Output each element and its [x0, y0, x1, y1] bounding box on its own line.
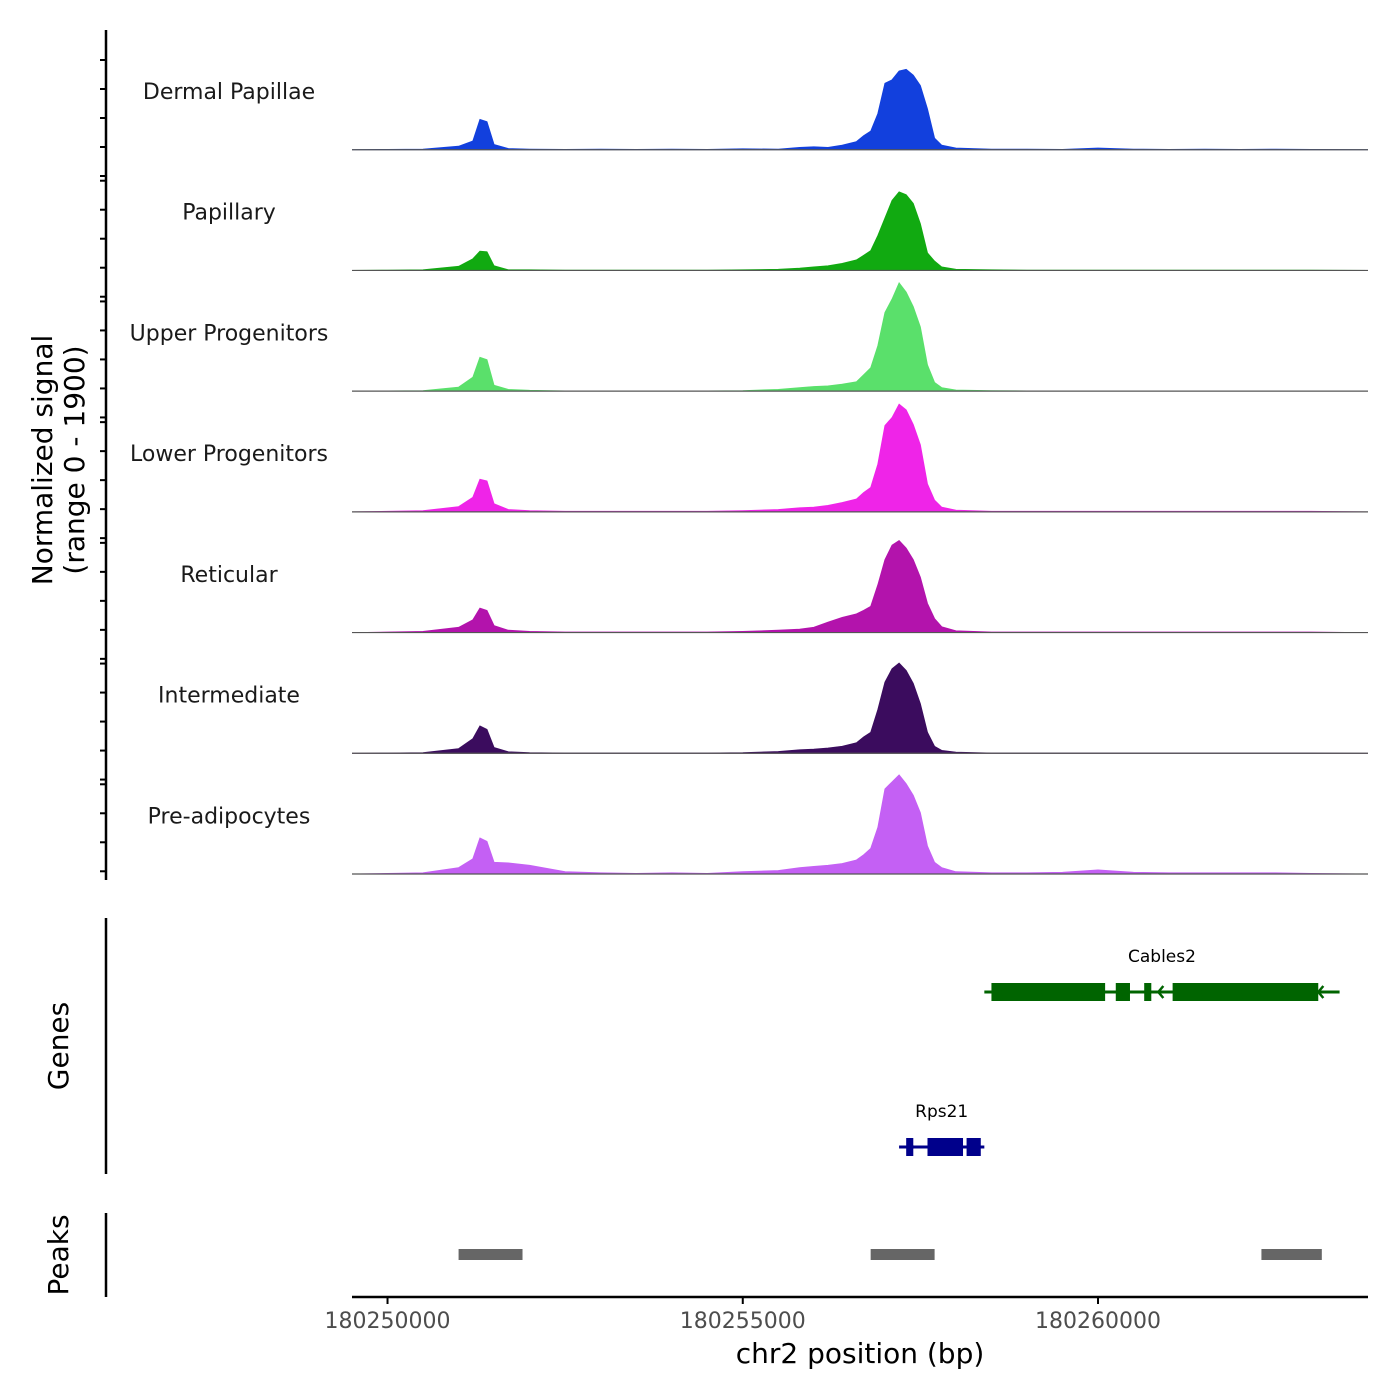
strand-arrow-icon	[1156, 985, 1165, 999]
strand-arrow-icon	[907, 1140, 915, 1154]
coverage-area	[351, 282, 1369, 392]
peak-regions	[458, 1249, 1322, 1260]
genes-ylabel: Genes	[42, 1002, 75, 1090]
x-tick-label: 180250000	[325, 1309, 451, 1334]
peak-bar	[458, 1249, 523, 1260]
strand-arrow-icon	[1076, 985, 1085, 999]
gene-exon	[1144, 983, 1152, 1001]
gene-exon	[1172, 983, 1319, 1001]
coverage-tracks: Dermal Papillae Papillary Upper Progenitor…	[130, 68, 1369, 875]
gene-label: Rps21	[915, 1102, 968, 1122]
strand-arrow-icon	[947, 1140, 955, 1154]
peaks-ylabel: Peaks	[42, 1214, 75, 1295]
gene-exon	[966, 1138, 981, 1156]
gene-exon	[1115, 983, 1130, 1001]
coverage-area	[351, 403, 1369, 513]
gene-exon	[991, 983, 1106, 1001]
coverage-track-label: Intermediate	[158, 684, 300, 709]
coverage-track-label: Papillary	[182, 201, 276, 226]
coverage-area	[351, 774, 1369, 875]
gene-annotations: Cables2 Rps21	[899, 947, 1340, 1156]
coverage-track: Lower Progenitors	[130, 403, 1369, 513]
coverage-area	[351, 191, 1369, 271]
strand-arrow-icon	[1116, 985, 1125, 999]
coverage-y-ticks	[100, 59, 106, 873]
coverage-track-label: Reticular	[180, 563, 278, 588]
gene: Cables2	[984, 947, 1340, 1001]
coverage-track: Intermediate	[158, 662, 1369, 754]
coverage-area	[351, 68, 1369, 151]
coverage-track-label: Dermal Papillae	[143, 80, 315, 105]
x-tick-label: 180255000	[680, 1309, 806, 1334]
gene-exon	[927, 1138, 964, 1156]
coverage-track-label: Upper Progenitors	[130, 321, 329, 346]
coverage-area	[351, 662, 1369, 754]
peak-bar	[870, 1249, 935, 1260]
coverage-track: Dermal Papillae	[143, 68, 1369, 151]
x-axis-ticks: 180250000 180255000 180260000	[325, 1297, 1161, 1334]
coverage-track: Upper Progenitors	[130, 282, 1369, 392]
gene-label: Cables2	[1128, 947, 1196, 967]
x-axis-title: chr2 position (bp)	[736, 1337, 985, 1370]
coverage-track: Reticular	[180, 539, 1369, 634]
coverage-track-label: Lower Progenitors	[130, 442, 328, 467]
coverage-track: Pre-adipocytes	[148, 774, 1369, 875]
strand-arrow-icon	[1316, 985, 1325, 999]
coverage-area	[351, 539, 1369, 633]
peak-bar	[1261, 1249, 1322, 1260]
strand-arrow-icon	[1276, 985, 1285, 999]
gene: Rps21	[899, 1102, 985, 1156]
coverage-track-label: Pre-adipocytes	[148, 804, 311, 829]
strand-arrow-icon	[1036, 985, 1045, 999]
strand-arrow-icon	[1236, 985, 1245, 999]
strand-arrow-icon	[1196, 985, 1205, 999]
coverage-track: Papillary	[182, 191, 1369, 272]
gene-exon	[906, 1138, 914, 1156]
strand-arrow-icon	[996, 985, 1005, 999]
coverage-ylabel-line1: Normalized signal	[26, 335, 59, 586]
x-tick-label: 180260000	[1035, 1309, 1161, 1334]
coverage-ylabel: Normalized signal (range 0 - 1900)	[26, 335, 91, 586]
coverage-ylabel-line2: (range 0 - 1900)	[58, 345, 91, 574]
